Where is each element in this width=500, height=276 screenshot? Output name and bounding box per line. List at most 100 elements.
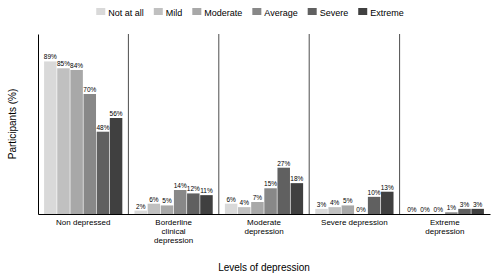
data-label: 27% xyxy=(277,160,290,167)
bar xyxy=(328,207,340,214)
bar xyxy=(84,94,96,214)
data-label: 1% xyxy=(447,204,457,211)
data-label: 4% xyxy=(330,199,340,206)
data-label: 13% xyxy=(381,184,394,191)
bar xyxy=(134,211,146,214)
group-separator xyxy=(218,34,219,214)
data-label: 3% xyxy=(460,201,470,208)
bar xyxy=(419,214,431,215)
x-tick: Extremedepression xyxy=(425,214,464,236)
data-label: 10% xyxy=(368,189,381,196)
y-axis-line xyxy=(38,35,39,215)
bar xyxy=(97,132,109,214)
legend-swatch xyxy=(252,8,261,15)
bar xyxy=(432,214,444,215)
group-separator xyxy=(309,34,310,214)
bar xyxy=(238,207,250,214)
bar xyxy=(187,193,199,214)
x-axis: Non depressed Borderlineclinicaldepressio… xyxy=(39,214,491,245)
bar xyxy=(57,68,69,214)
bar-series xyxy=(97,132,471,214)
bar-series xyxy=(57,68,341,214)
data-label: 7% xyxy=(253,194,263,201)
data-label: 12% xyxy=(187,185,200,192)
data-label: 48% xyxy=(96,124,109,131)
x-tick: Borderlineclinicaldepression xyxy=(154,214,193,245)
x-tick-label: Severe depression xyxy=(321,218,388,227)
bar xyxy=(471,209,483,214)
legend-item: Moderate xyxy=(192,8,242,18)
legend-item: Severe xyxy=(308,8,349,18)
data-label: 0% xyxy=(407,206,417,213)
legend-swatch xyxy=(154,8,163,15)
bar-series xyxy=(70,70,354,214)
bar xyxy=(174,190,186,214)
x-tick-label: Extremedepression xyxy=(425,218,464,236)
bar xyxy=(445,212,457,214)
legend-label: Extreme xyxy=(370,8,404,18)
data-labels: 89%2%6%3%0%85%6%4%4%0%84%5%7%5%0%70%14%1… xyxy=(44,53,483,213)
bar xyxy=(315,209,327,214)
bar-series xyxy=(110,118,484,214)
legend-label: Not at all xyxy=(108,8,144,18)
data-label: 89% xyxy=(44,53,57,60)
bar xyxy=(225,204,237,214)
bar xyxy=(355,214,367,215)
data-label: 14% xyxy=(174,182,187,189)
data-label: 2% xyxy=(136,203,146,210)
bar xyxy=(368,197,380,214)
x-tick-label: Borderlineclinicaldepression xyxy=(154,218,193,245)
chart: 89%2%6%3%0%85%6%4%4%0%84%5%7%5%0%70%14%1… xyxy=(0,0,500,276)
legend: Not at all Mild Moderate Average Severe Extre… xyxy=(96,8,403,18)
y-axis-title: Participants (%) xyxy=(7,89,18,160)
x-axis-line xyxy=(39,214,491,215)
x-tick: Severe depression xyxy=(321,214,388,227)
legend-label: Mild xyxy=(166,8,183,18)
data-label: 5% xyxy=(162,197,172,204)
x-axis-title: Levels of depression xyxy=(218,262,310,273)
data-label: 6% xyxy=(149,196,159,203)
group-separator xyxy=(399,34,400,214)
data-label: 0% xyxy=(420,206,430,213)
x-tick-label: Moderatedepression xyxy=(244,218,283,236)
bar xyxy=(44,61,56,214)
data-label: 70% xyxy=(83,86,96,93)
bar xyxy=(291,183,303,214)
bar xyxy=(110,118,122,214)
legend-swatch xyxy=(192,8,201,15)
legend-item: Not at all xyxy=(96,8,144,18)
data-label: 18% xyxy=(290,175,303,182)
data-label: 84% xyxy=(70,62,83,69)
legend-swatch xyxy=(358,8,367,15)
bar xyxy=(148,204,160,214)
data-label: 4% xyxy=(240,199,250,206)
bar xyxy=(161,205,173,214)
legend-swatch xyxy=(308,8,317,15)
data-label: 6% xyxy=(226,196,236,203)
data-label: 11% xyxy=(200,187,213,194)
bar xyxy=(200,195,212,214)
group-separator xyxy=(128,34,129,214)
data-label: 15% xyxy=(264,180,277,187)
bar xyxy=(342,205,354,214)
data-label: 0% xyxy=(356,206,366,213)
legend-label: Moderate xyxy=(204,8,242,18)
x-tick: Non depressed xyxy=(56,214,110,227)
bar xyxy=(458,209,470,214)
bar-series xyxy=(84,94,458,214)
y-axis xyxy=(38,35,39,215)
legend-item: Average xyxy=(252,8,297,18)
data-label: 0% xyxy=(434,206,444,213)
legend-label: Severe xyxy=(320,8,349,18)
legend-item: Extreme xyxy=(358,8,404,18)
legend-label: Average xyxy=(264,8,297,18)
data-label: 3% xyxy=(473,201,483,208)
data-label: 5% xyxy=(343,197,353,204)
data-label: 3% xyxy=(317,201,327,208)
legend-swatch xyxy=(96,8,105,15)
bar xyxy=(70,70,82,214)
data-label: 56% xyxy=(110,110,123,117)
legend-item: Mild xyxy=(154,8,183,18)
bar xyxy=(264,188,276,214)
x-tick: Moderatedepression xyxy=(244,214,283,236)
